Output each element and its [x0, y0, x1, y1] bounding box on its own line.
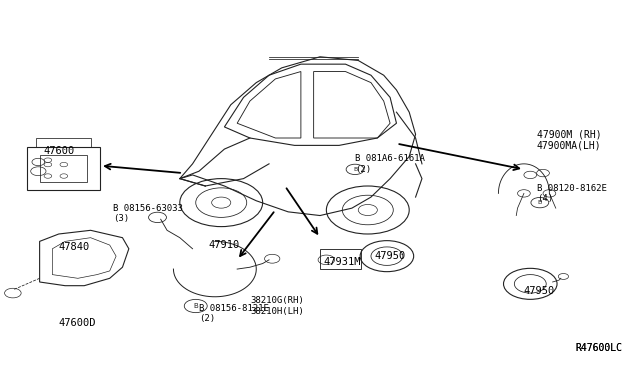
Text: R47600LC: R47600LC	[575, 343, 622, 353]
Text: B 08156-8121E
(2): B 08156-8121E (2)	[199, 304, 269, 323]
Text: B: B	[193, 303, 198, 309]
Bar	[36, 138, 91, 147]
Text: 47950: 47950	[374, 251, 405, 261]
Text: 47600: 47600	[44, 146, 75, 156]
Text: 47931M: 47931M	[323, 257, 361, 267]
Text: 47950: 47950	[524, 286, 555, 296]
Text: 47900M (RH)
47900MA(LH): 47900M (RH) 47900MA(LH)	[537, 129, 602, 151]
Text: 47600D: 47600D	[59, 318, 96, 328]
Text: 47840: 47840	[59, 242, 90, 252]
Text: B: B	[353, 167, 357, 172]
Text: B 08156-63033
(3): B 08156-63033 (3)	[113, 204, 183, 224]
Text: B 08120-8162E
(4): B 08120-8162E (4)	[537, 184, 607, 203]
Text: B 081A6-6161A
(2): B 081A6-6161A (2)	[355, 154, 425, 174]
Text: R47600LC: R47600LC	[575, 343, 622, 353]
Text: 47910: 47910	[209, 240, 240, 250]
Bar	[320, 249, 362, 269]
Bar	[27, 147, 100, 190]
Bar	[40, 155, 88, 182]
Text: B: B	[538, 200, 542, 205]
Text: 38210G(RH)
38210H(LH): 38210G(RH) 38210H(LH)	[250, 296, 303, 316]
